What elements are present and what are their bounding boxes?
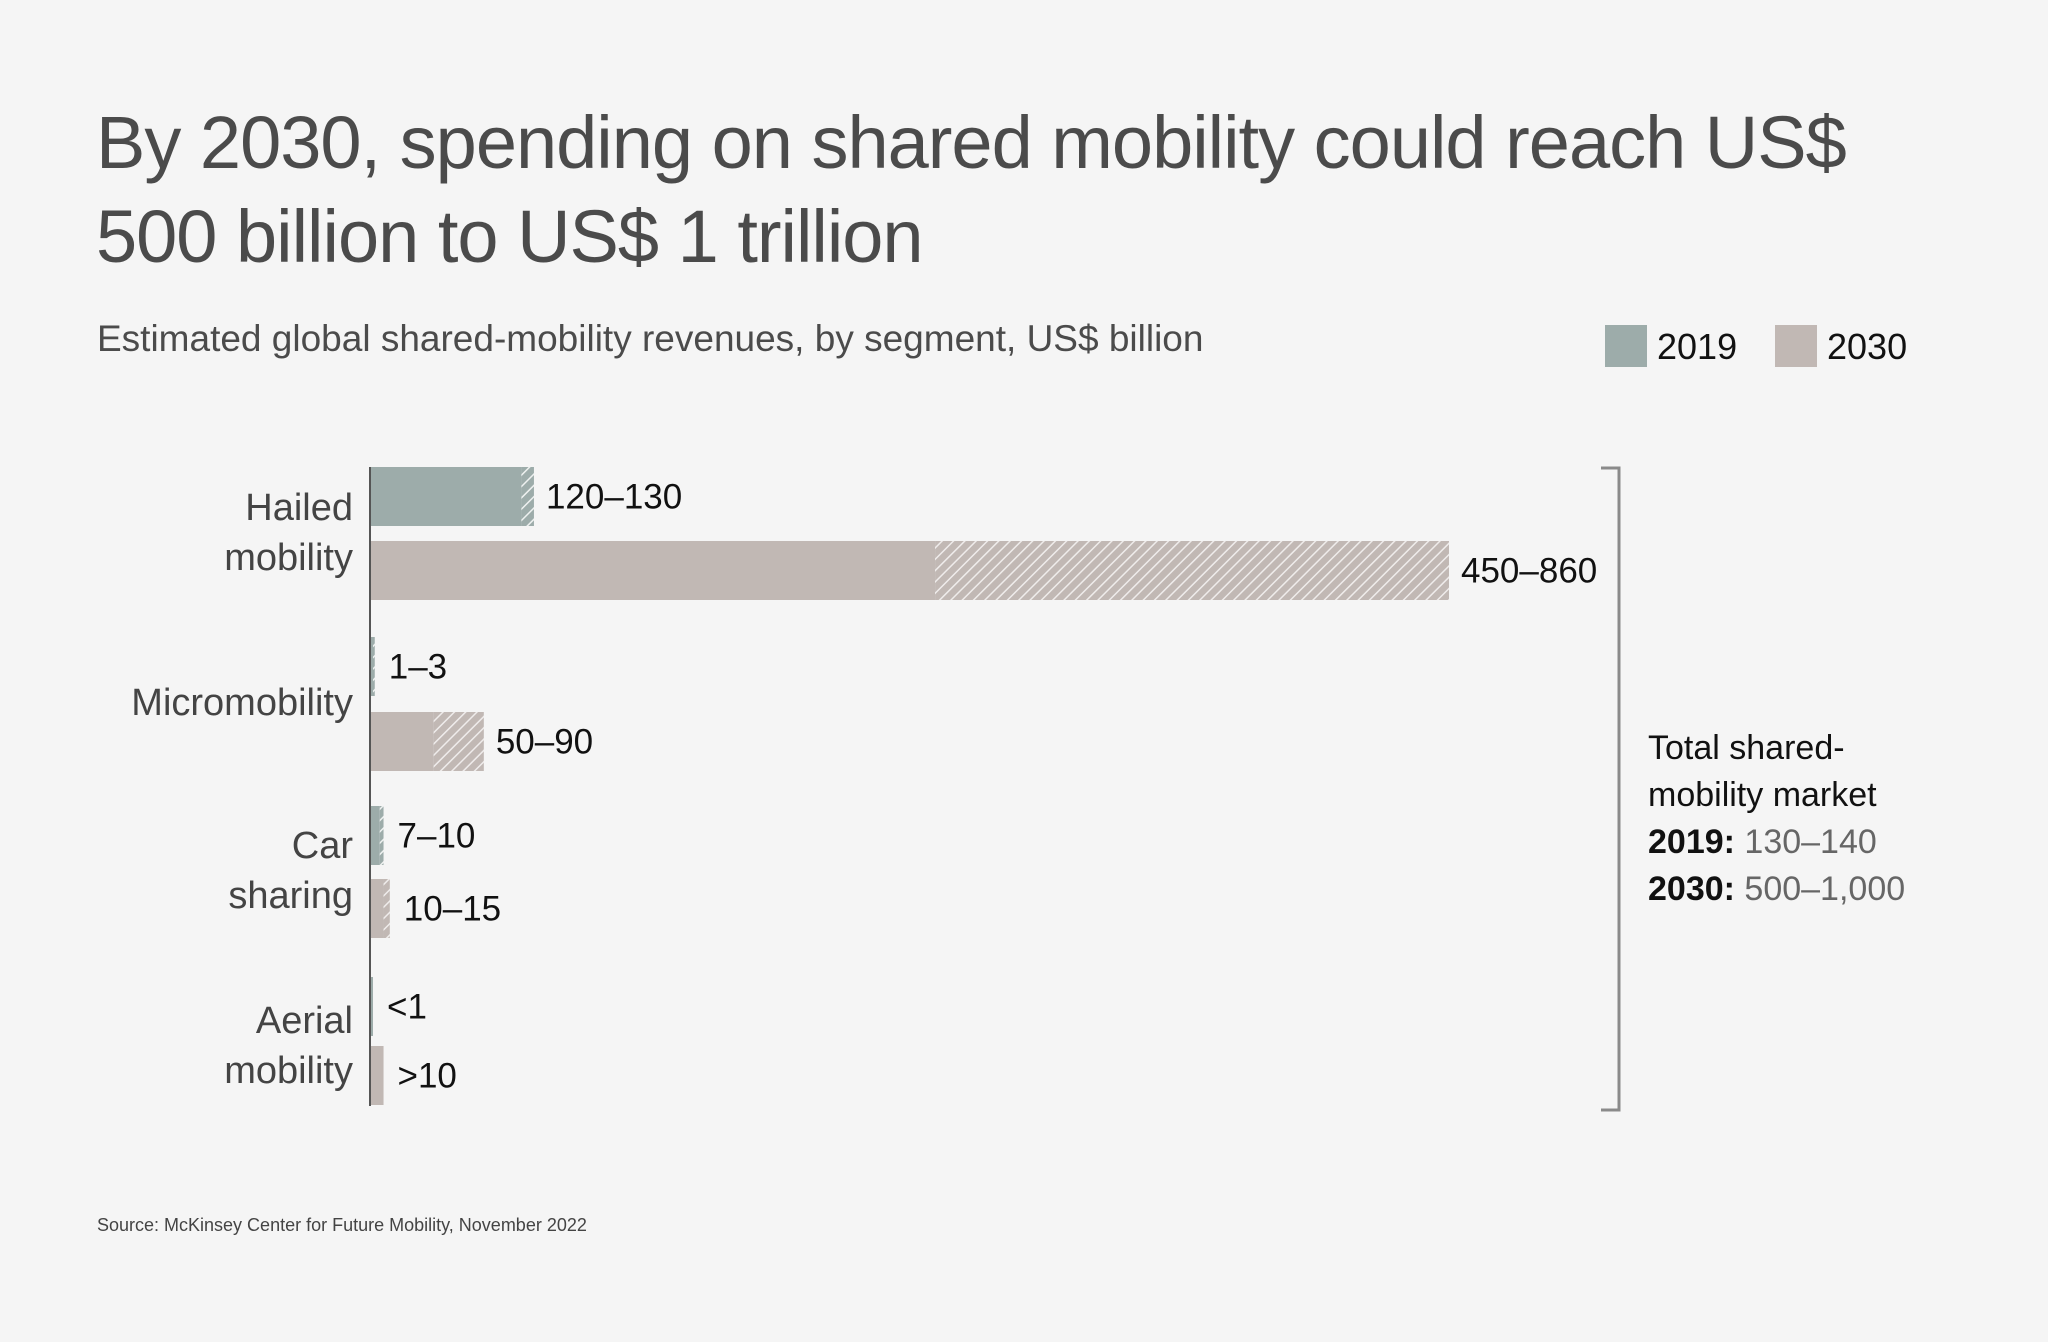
bar-2030-low-2	[371, 879, 384, 938]
category-label-aerial-mobility: Aerial mobility	[224, 1000, 353, 1092]
bar-2019-range-1	[373, 637, 375, 696]
bar-2030-low-0	[371, 541, 936, 600]
value-label-2019-0: 120–130	[546, 478, 682, 517]
total-heading-line1: Total shared-	[1648, 729, 1845, 767]
bar-2019-low-0	[371, 467, 522, 526]
total-heading-line2: mobility market	[1648, 776, 1877, 814]
chart-subtitle: Estimated global shared-mobility revenue…	[97, 318, 1204, 359]
category-label-micromobility: Micromobility	[131, 682, 353, 724]
bar-2019-range-2	[379, 806, 384, 865]
chart-title: By 2030, spending on shared mobility cou…	[96, 101, 1847, 278]
value-label-2019-1: 1–3	[389, 648, 447, 687]
value-label-2019-3: <1	[387, 988, 427, 1027]
bar-2019-range-0	[521, 467, 534, 526]
bar-2030-low-1	[371, 712, 434, 771]
total-bracket	[1601, 466, 1621, 1112]
bar-2019-low-3	[371, 977, 373, 1036]
value-label-2030-0: 450–860	[1461, 552, 1597, 591]
legend-label-2030: 2030	[1827, 326, 1908, 367]
category-label-car-sharing: Car sharing	[228, 825, 353, 917]
value-label-2019-2: 7–10	[398, 817, 476, 856]
legend-swatch-2019	[1605, 325, 1647, 367]
bar-2030-low-3	[371, 1046, 384, 1105]
bar-2019-low-2	[371, 806, 380, 865]
bar-2030-range-1	[433, 712, 484, 771]
bar-2030-range-2	[383, 879, 390, 938]
value-label-2030-1: 50–90	[496, 723, 593, 762]
legend-swatch-2030	[1775, 325, 1817, 367]
bar-2019-low-1	[371, 637, 373, 696]
total-2030-value: 500–1,000	[1744, 870, 1906, 908]
category-label-hailed-mobility: Hailed mobility	[224, 487, 353, 579]
legend-label-2019: 2019	[1657, 326, 1738, 367]
bar-2030-range-0	[935, 541, 1449, 600]
value-label-2030-2: 10–15	[404, 890, 501, 929]
source-note: Source: McKinsey Center for Future Mobil…	[97, 1215, 587, 1235]
value-label-2030-3: >10	[398, 1057, 457, 1096]
total-2030-label: 2030:	[1648, 870, 1735, 908]
total-market-annotation: Total shared- mobility market 2019: 130–…	[1648, 725, 1905, 913]
total-2019-label: 2019:	[1648, 823, 1735, 861]
total-2019-value: 130–140	[1744, 823, 1877, 861]
